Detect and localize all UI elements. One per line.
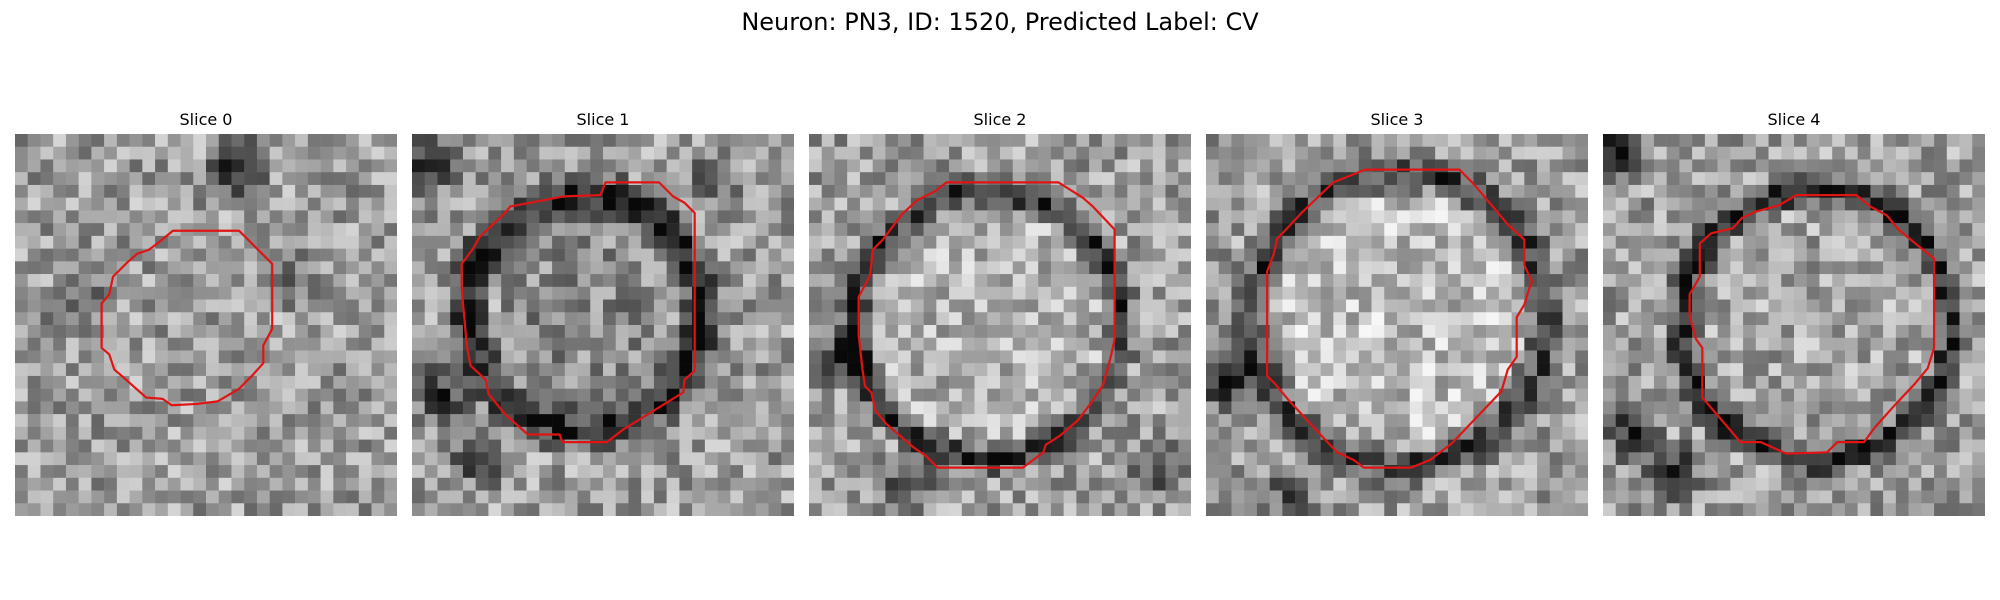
slice-title: Slice 1	[576, 110, 630, 129]
slice-image	[1603, 134, 1985, 516]
slice-title: Slice 0	[179, 110, 233, 129]
segmentation-contour	[1267, 170, 1532, 468]
slice-title: Slice 4	[1767, 110, 1821, 129]
slice-title: Slice 3	[1370, 110, 1424, 129]
slice-title: Slice 2	[973, 110, 1027, 129]
slice-image	[15, 134, 397, 516]
segmentation-contour	[859, 182, 1115, 467]
segmentation-contour	[1690, 195, 1934, 453]
slice-image	[412, 134, 794, 516]
slice-image	[809, 134, 1191, 516]
segmentation-contour	[462, 182, 695, 442]
figure-title: Neuron: PN3, ID: 1520, Predicted Label: …	[741, 8, 1259, 36]
slice-image	[1206, 134, 1588, 516]
segmentation-contour	[102, 231, 273, 405]
